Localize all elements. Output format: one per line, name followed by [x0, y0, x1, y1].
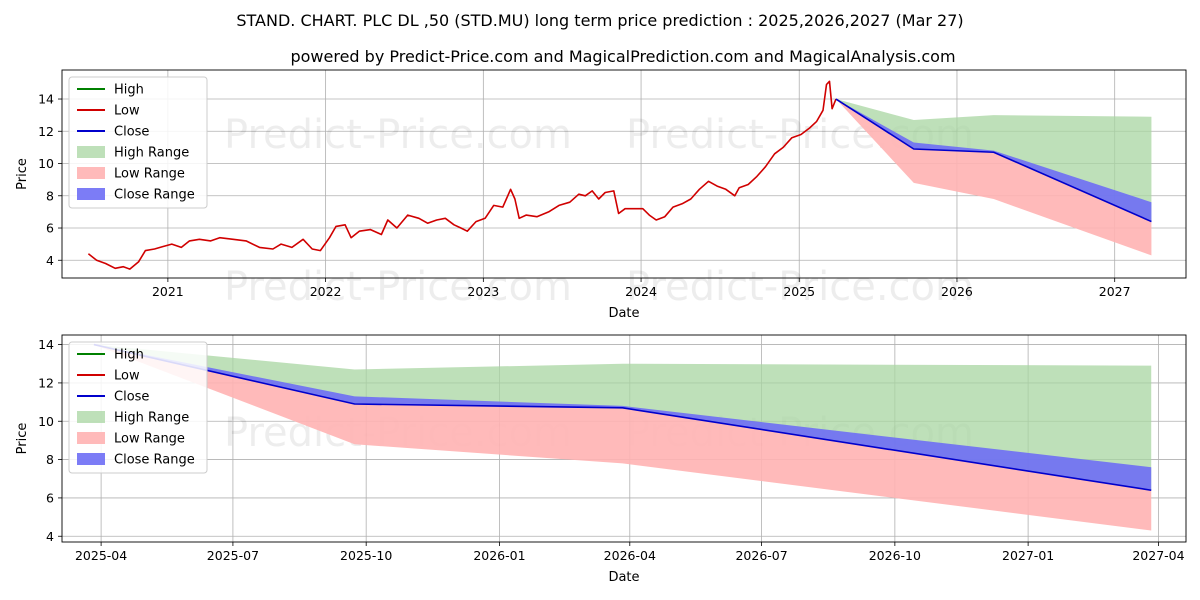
y-tick-label: 4 — [46, 529, 54, 544]
y-tick-label: 4 — [46, 253, 54, 268]
y-axis-label: Price — [15, 423, 30, 455]
high-range-area — [835, 99, 1152, 222]
y-tick-label: 6 — [46, 490, 54, 505]
forecast-close-line — [835, 98, 1152, 223]
watermark-text: Predict-Price.com — [224, 112, 572, 158]
y-tick-label: 6 — [46, 221, 54, 236]
y-axis-label: Price — [15, 158, 30, 190]
x-tick-label: 2023 — [467, 284, 499, 299]
bottom-chart-panel: Predict-Price.comPredict-Price.com2025-0… — [15, 334, 1187, 585]
high-range-area — [93, 344, 1152, 491]
x-tick-label: 2022 — [310, 284, 342, 299]
x-axis-label: Date — [608, 306, 639, 321]
figure-title: STAND. CHART. PLC DL ,50 (STD.MU) long t… — [236, 11, 963, 30]
y-tick-label: 10 — [38, 414, 54, 429]
top-axes-frame — [61, 69, 1187, 279]
y-tick-label: 8 — [46, 188, 54, 203]
legend-label: Close — [114, 125, 149, 140]
y-tick-label: 8 — [46, 452, 54, 467]
legend-swatch — [77, 432, 105, 444]
top-ticks: 2021 2022 2023 2024 2025 2026 2027 4 6 8 10 12 14 — [38, 92, 1131, 299]
legend-label: Low — [114, 104, 140, 119]
legend-label: Close Range — [114, 188, 195, 203]
x-tick-label: 2025 — [783, 284, 815, 299]
x-tick-label: 2025-10 — [340, 548, 392, 563]
history-low-line — [87, 80, 837, 270]
x-tick-label: 2021 — [152, 284, 184, 299]
y-tick-label: 10 — [38, 156, 54, 171]
x-axis-label: Date — [608, 570, 639, 585]
forecast-close-line — [93, 343, 1152, 492]
legend-swatch — [77, 167, 105, 179]
bottom-ticks: 2025-04 2025-07 2025-10 2026-01 2026-04 2026-… — [38, 337, 1185, 563]
legend-swatch — [77, 146, 105, 158]
y-tick-label: 14 — [38, 337, 54, 352]
x-tick-label: 2026-04 — [604, 548, 656, 563]
legend-label: High Range — [114, 411, 189, 426]
x-tick-label: 2026-10 — [869, 548, 921, 563]
legend-label: Close — [114, 390, 149, 405]
x-tick-label: 2024 — [625, 284, 657, 299]
x-tick-label: 2027-04 — [1132, 548, 1184, 563]
y-tick-label: 12 — [38, 375, 54, 390]
top-legend: High Low Close High Range Low Range Close Ran… — [68, 76, 208, 209]
y-tick-label: 14 — [38, 92, 54, 107]
y-tick-label: 12 — [38, 124, 54, 139]
watermark-text: Predict-Price.com — [626, 264, 974, 310]
low-range-area — [835, 99, 1152, 256]
legend-swatch — [77, 188, 105, 200]
x-tick-label: 2026-07 — [735, 548, 787, 563]
x-tick-label: 2027 — [1099, 284, 1131, 299]
bottom-legend: High Low Close High Range Low Range Close Ran… — [68, 341, 208, 474]
watermark-text: Predict-Price.com — [224, 264, 572, 310]
x-tick-label: 2025-04 — [75, 548, 127, 563]
x-tick-label: 2026-01 — [473, 548, 525, 563]
low-range-area — [93, 344, 1152, 531]
legend-label: Low Range — [114, 432, 185, 447]
top-plot-area — [87, 80, 1152, 270]
x-tick-label: 2026 — [941, 284, 973, 299]
top-chart-panel: Predict-Price.com Predict-Price.com Predic… — [15, 69, 1187, 321]
legend-label: Low — [114, 369, 140, 384]
legend-label: Close Range — [114, 453, 195, 468]
legend-label: High — [114, 348, 144, 363]
x-tick-label: 2025-07 — [207, 548, 259, 563]
bottom-plot-area — [93, 343, 1152, 531]
legend-label: Low Range — [114, 167, 185, 182]
legend-swatch — [77, 453, 105, 465]
figure-subtitle: powered by Predict-Price.com and Magical… — [290, 47, 955, 66]
legend-label: High Range — [114, 146, 189, 161]
legend-label: High — [114, 83, 144, 98]
bottom-axes-frame — [61, 334, 1187, 543]
legend-swatch — [77, 411, 105, 423]
x-tick-label: 2027-01 — [1002, 548, 1054, 563]
